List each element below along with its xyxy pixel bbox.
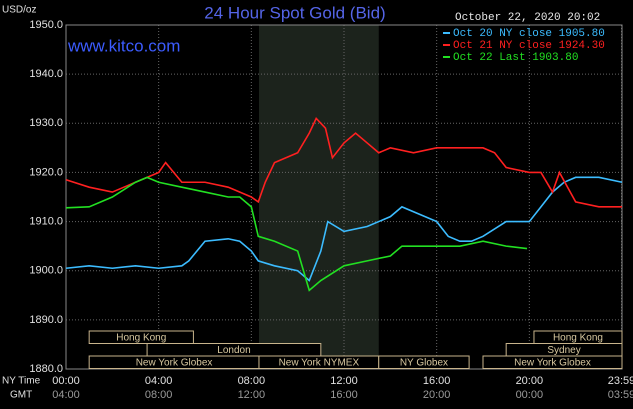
session-label: New York NYMEX bbox=[279, 358, 360, 369]
session-label: London bbox=[217, 345, 250, 356]
shaded-session bbox=[258, 25, 379, 369]
x-tick-label-gmt: 08:00 bbox=[145, 389, 173, 401]
x-tick-label: 12:00 bbox=[330, 375, 358, 387]
session-label: NY Globex bbox=[400, 358, 448, 369]
y-tick-label: 1940.0 bbox=[29, 68, 63, 80]
legend-label: Oct 22 Last 1903.80 bbox=[453, 52, 578, 64]
session-label: New York Globex bbox=[514, 358, 591, 369]
x-tick-label: 20:00 bbox=[516, 375, 544, 387]
x-tick-label-gmt: 00:00 bbox=[516, 389, 544, 401]
session-label: Hong Kong bbox=[553, 333, 603, 344]
website: www.kitco.com bbox=[67, 36, 180, 55]
y-tick-label: 1890.0 bbox=[29, 314, 63, 326]
y-tick-label: 1910.0 bbox=[29, 215, 63, 227]
x-tick-label: 16:00 bbox=[423, 375, 451, 387]
price-line bbox=[65, 116, 622, 208]
session-label: New York Globex bbox=[136, 358, 213, 369]
x-tick-label: 08:00 bbox=[238, 375, 266, 387]
price-line bbox=[65, 176, 623, 282]
x-tick-label-gmt: 16:00 bbox=[330, 389, 358, 401]
x-tick-label: 00:00 bbox=[52, 375, 80, 387]
legend-label: Oct 20 NY close 1905.80 bbox=[453, 28, 605, 40]
x-row-label: GMT bbox=[10, 390, 32, 401]
legend-label: Oct 21 NY close 1924.30 bbox=[453, 40, 605, 52]
x-row-label: NY Time bbox=[2, 376, 41, 387]
x-tick-label-gmt: 12:00 bbox=[238, 389, 266, 401]
x-tick-label-gmt: 20:00 bbox=[423, 389, 451, 401]
y-tick-label: 1900.0 bbox=[29, 265, 63, 277]
x-tick-label: 04:00 bbox=[145, 375, 173, 387]
y-tick-label: 1950.0 bbox=[29, 19, 63, 31]
y-tick-label: 1920.0 bbox=[29, 166, 63, 178]
session-label: Sydney bbox=[547, 345, 580, 356]
chart-title: 24 Hour Spot Gold (Bid) bbox=[204, 3, 385, 22]
x-tick-label-gmt: 04:00 bbox=[52, 389, 80, 401]
session-box bbox=[378, 355, 470, 369]
session-label: Hong Kong bbox=[116, 333, 166, 344]
x-tick-label-gmt: 03:59 bbox=[608, 389, 633, 401]
price-line bbox=[65, 176, 528, 292]
y-tick-label: 1880.0 bbox=[29, 363, 63, 375]
x-tick-label: 23:59 bbox=[608, 375, 633, 387]
session-box bbox=[88, 330, 194, 344]
timestamp: October 22, 2020 20:02 bbox=[455, 12, 600, 24]
session-box bbox=[482, 355, 623, 369]
y-tick-label: 1930.0 bbox=[29, 117, 63, 129]
y-unit: USD/oz bbox=[2, 5, 36, 16]
